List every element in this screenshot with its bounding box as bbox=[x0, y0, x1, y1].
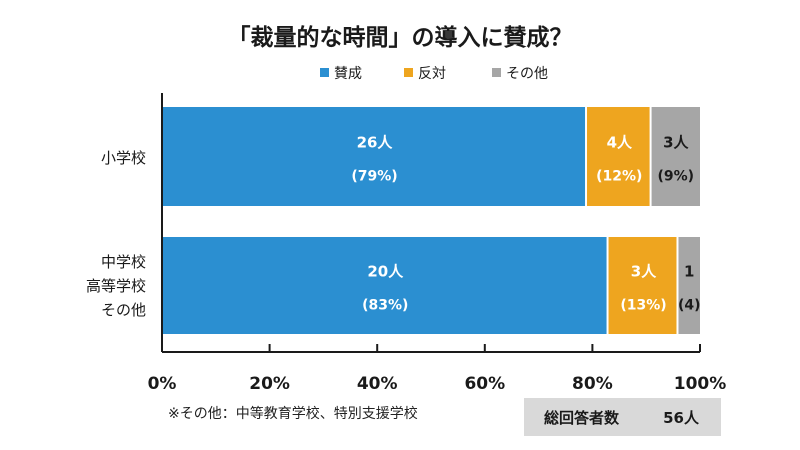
x-tick-label-4: 60% bbox=[464, 374, 505, 394]
bar-segment-2-1 bbox=[162, 237, 607, 334]
bars-group: 26人 (79%) 4人 (12%) 3人 (9%) 20人 (83%) 3人 (13%) 1 (4) bbox=[162, 107, 701, 334]
count-label-2-1: 20人 bbox=[367, 263, 404, 281]
category-label-1-1: 小学校 bbox=[101, 149, 146, 167]
bar-segment-1-2 bbox=[587, 107, 650, 206]
legend-swatch-3 bbox=[492, 68, 501, 77]
bar-segment-2-2 bbox=[608, 237, 677, 334]
percent-label-2-3: (4) bbox=[678, 298, 701, 314]
bar-segment-1-1 bbox=[162, 107, 586, 206]
percent-label-2-2: (13%) bbox=[620, 298, 666, 314]
bar-segment-2-3 bbox=[678, 237, 700, 334]
legend-label-1: 賛成 bbox=[334, 66, 362, 82]
footnote: ※その他：中等教育学校、特別支援学校 bbox=[168, 406, 418, 422]
x-tick-label-6: 100% bbox=[674, 374, 727, 394]
axes: 0% 20% 40% 60% 80% 100% bbox=[148, 93, 727, 394]
legend-swatch-2 bbox=[404, 68, 413, 77]
legend-label-2: 反対 bbox=[418, 66, 446, 82]
total-label: 総回答者数 bbox=[544, 408, 620, 427]
x-tick-label-1: 0% bbox=[148, 374, 177, 394]
chart-legend: 賛成 反対 その他 bbox=[320, 66, 548, 82]
count-label-1-1: 26人 bbox=[357, 134, 394, 152]
count-label-1-2: 4人 bbox=[607, 134, 633, 152]
x-tick-label-3: 40% bbox=[357, 374, 398, 394]
count-label-2-3: 1 bbox=[684, 263, 694, 281]
legend-swatch-1 bbox=[320, 68, 329, 77]
x-tick-label-2: 20% bbox=[249, 374, 290, 394]
count-label-2-2: 3人 bbox=[631, 263, 657, 281]
bar-segment-1-3 bbox=[651, 107, 700, 206]
category-label-2-3: その他 bbox=[101, 301, 146, 319]
category-label-2-2: 高等学校 bbox=[86, 277, 146, 295]
percent-label-1-1: (79%) bbox=[351, 169, 397, 185]
x-tick-label-5: 80% bbox=[572, 374, 613, 394]
percent-label-2-1: (83%) bbox=[362, 298, 408, 314]
count-label-1-3: 3人 bbox=[663, 134, 689, 152]
percent-label-1-3: (9%) bbox=[658, 169, 695, 185]
legend-label-3: その他 bbox=[506, 66, 548, 82]
total-value: 56人 bbox=[663, 408, 699, 427]
percent-label-1-2: (12%) bbox=[596, 169, 642, 185]
chart-title: 「裁量的な時間」の導入に賛成？ bbox=[228, 24, 573, 51]
category-label-2-1: 中学校 bbox=[101, 253, 146, 271]
total-respondents-box: 総回答者数 56人 bbox=[524, 398, 721, 436]
